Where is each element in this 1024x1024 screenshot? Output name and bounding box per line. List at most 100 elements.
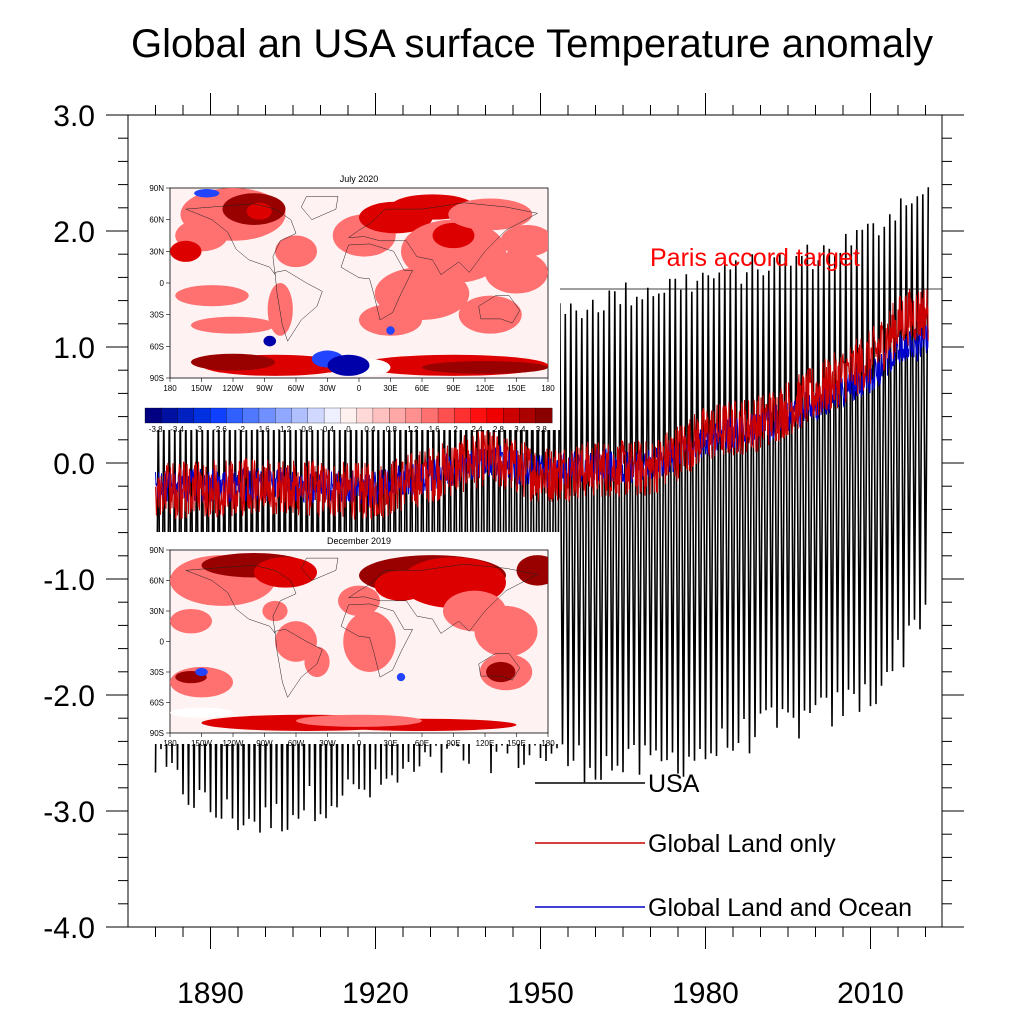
colorbar-swatch: [161, 407, 179, 424]
map-lat-label: 60N: [149, 577, 164, 586]
anomaly-region: [485, 251, 548, 294]
anomaly-region: [263, 335, 277, 347]
colorbar-label: -1.6: [256, 425, 270, 434]
anomaly-region: [448, 198, 533, 231]
colorbar-swatch: [519, 407, 537, 424]
map-lon-label: 180: [541, 739, 555, 748]
colorbar-label: -1.2: [277, 425, 291, 434]
plot-frame: [127, 114, 943, 928]
continent-outline: [274, 270, 323, 342]
map-lon-label: 30W: [319, 739, 336, 748]
anomaly-region: [359, 304, 422, 336]
map-lon-label: 180: [163, 384, 177, 393]
colorbar-swatch: [405, 407, 423, 424]
map-lon-label: 0: [357, 739, 362, 748]
legend-label: Global Land and Ocean: [648, 894, 912, 922]
anomaly-region: [191, 316, 275, 334]
map-lat-label: 60S: [150, 699, 164, 708]
anomaly-region: [327, 354, 370, 376]
continent-outline: [301, 196, 339, 221]
map-lon-label: 30E: [383, 739, 397, 748]
anomaly-shading: [170, 553, 548, 731]
anomaly-region: [254, 557, 317, 588]
map-lat-label: 90S: [150, 729, 164, 738]
anomaly-region: [246, 202, 272, 220]
continent-outline: [340, 603, 414, 678]
colorbar-label: -2: [238, 425, 246, 434]
map-lon-label: 120E: [476, 384, 495, 393]
map-lat-label: 90N: [149, 184, 164, 193]
colorbar-swatch: [437, 407, 455, 424]
anomaly-region: [170, 608, 212, 634]
colorbar-swatch: [389, 407, 406, 424]
colorbar-label: 3.4: [514, 425, 526, 434]
anomaly-region: [194, 189, 220, 198]
map-lat-label: 30S: [150, 668, 164, 677]
map-lat-label: 60N: [149, 216, 164, 225]
x-tick-label: 1980: [672, 977, 739, 1010]
colorbar-label: -0.8: [299, 425, 313, 434]
colorbar-label: -0.4: [320, 425, 334, 434]
continent-outline: [301, 557, 339, 581]
legend-label: USA: [648, 770, 700, 798]
map-title: July 2020: [340, 174, 379, 184]
colorbar-label: 2: [453, 425, 458, 434]
colorbar-label: 0: [346, 425, 351, 434]
anomaly-region: [401, 219, 506, 283]
anomaly-region: [432, 222, 475, 249]
continent-outline: [185, 565, 297, 635]
anomaly-region: [396, 673, 406, 682]
anomaly-region: [275, 621, 317, 662]
anomaly-region: [338, 585, 380, 617]
map-lon-label: 180: [541, 384, 555, 393]
continent-outline: [478, 653, 521, 681]
map-lat-label: 30S: [150, 311, 164, 320]
colorbar-swatch: [291, 407, 309, 424]
map-lon-label: 90E: [446, 739, 460, 748]
colorbar-swatch: [340, 407, 358, 424]
map-lon-label: 150E: [507, 384, 526, 393]
colorbar-swatch: [226, 407, 244, 424]
continent-outline: [340, 243, 414, 321]
map-lon-label: 30E: [383, 384, 397, 393]
series-global-land-line: [155, 288, 929, 520]
continent-outline: [347, 563, 539, 634]
anomaly-region: [474, 605, 538, 657]
map-lon-label: 60W: [288, 384, 305, 393]
y-tick-label: -1.0: [43, 564, 95, 597]
colorbar-swatch: [372, 407, 390, 424]
map-lon-label: 90W: [256, 384, 273, 393]
anomaly-region: [175, 285, 249, 307]
map-lon-label: 120E: [476, 739, 495, 748]
map-lon-label: 150W: [191, 384, 212, 393]
anomaly-region: [374, 570, 428, 601]
colorbar-swatch: [177, 407, 195, 424]
anomaly-region: [195, 667, 208, 677]
colorbar: -3.8 -3.4 -3 -2.6 -2 -1.6 -1.2 -0.8 -0.4 0 0.4 0.8 1…: [144, 407, 553, 434]
anomaly-region: [170, 240, 202, 262]
map-lat-label: 90S: [150, 374, 164, 383]
anomaly-region: [516, 555, 548, 586]
colorbar-swatch: [144, 407, 162, 424]
anomaly-region: [500, 224, 548, 257]
colorbar-label: 1.6: [429, 425, 441, 434]
colorbar-label: -3.4: [170, 425, 184, 434]
paris-accord-label: Paris accord target: [650, 244, 860, 272]
colorbar-swatch: [503, 407, 520, 424]
colorbar-label: 1.2: [407, 425, 419, 434]
colorbar-swatch: [454, 407, 472, 424]
y-tick-label: 2.0: [53, 216, 95, 249]
x-tick-label: 2010: [837, 977, 904, 1010]
anomaly-region: [296, 714, 422, 727]
colorbar-label: -2.6: [213, 425, 227, 434]
colorbar-swatch: [356, 407, 374, 424]
anomaly-region: [486, 661, 516, 683]
x-tick-label: 1920: [342, 977, 409, 1010]
y-tick-label: 3.0: [53, 100, 95, 133]
map-lon-label: 90W: [256, 739, 273, 748]
anomaly-region: [386, 326, 395, 335]
anomaly-region: [458, 295, 522, 334]
anomaly-region: [262, 600, 288, 622]
